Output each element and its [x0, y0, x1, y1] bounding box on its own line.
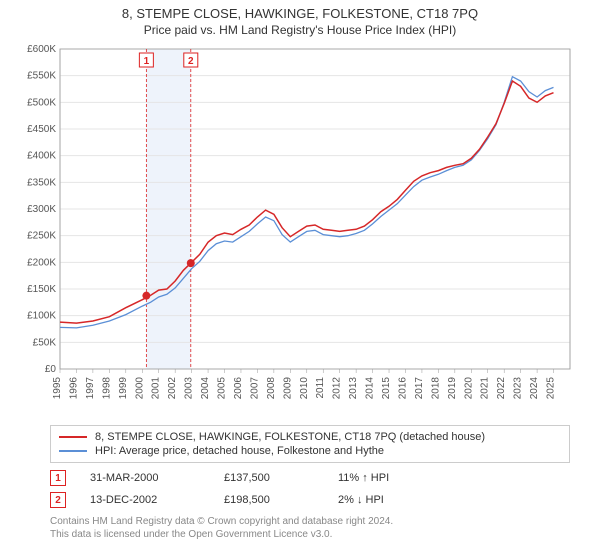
svg-text:2023: 2023 — [513, 377, 524, 400]
transaction-row: 1 31-MAR-2000 £137,500 11% ↑ HPI — [50, 467, 570, 489]
svg-text:2025: 2025 — [546, 377, 557, 400]
transaction-date: 31-MAR-2000 — [90, 472, 200, 484]
legend-label: 8, STEMPE CLOSE, HAWKINGE, FOLKESTONE, C… — [95, 431, 485, 443]
svg-text:2009: 2009 — [282, 377, 293, 400]
svg-text:1997: 1997 — [85, 377, 96, 400]
svg-text:2001: 2001 — [151, 377, 162, 400]
footnote: Contains HM Land Registry data © Crown c… — [50, 515, 570, 541]
transaction-pct: 11% ↑ HPI — [338, 472, 408, 484]
chart-area: £0 £50K £100K £150K £200K £250K £300K £350K £400… — [10, 39, 590, 419]
svg-text:£500K: £500K — [27, 97, 56, 108]
svg-text:2021: 2021 — [480, 377, 491, 400]
svg-text:2006: 2006 — [233, 377, 244, 400]
legend-item: 8, STEMPE CLOSE, HAWKINGE, FOLKESTONE, C… — [59, 430, 561, 444]
svg-text:2020: 2020 — [463, 377, 474, 400]
svg-text:£450K: £450K — [27, 124, 56, 135]
legend-label: HPI: Average price, detached house, Folk… — [95, 445, 384, 457]
svg-text:2007: 2007 — [249, 377, 260, 400]
svg-text:2005: 2005 — [217, 377, 228, 400]
svg-text:2012: 2012 — [332, 377, 343, 400]
transaction-price: £198,500 — [224, 494, 314, 506]
footnote-line: Contains HM Land Registry data © Crown c… — [50, 515, 570, 528]
legend: 8, STEMPE CLOSE, HAWKINGE, FOLKESTONE, C… — [50, 425, 570, 463]
svg-text:2016: 2016 — [397, 377, 408, 400]
svg-text:£50K: £50K — [33, 337, 57, 348]
legend-item: HPI: Average price, detached house, Folk… — [59, 444, 561, 458]
chart-container: 8, STEMPE CLOSE, HAWKINGE, FOLKESTONE, C… — [0, 0, 600, 541]
svg-text:2004: 2004 — [200, 377, 211, 400]
svg-text:2019: 2019 — [447, 377, 458, 400]
svg-text:£300K: £300K — [27, 204, 56, 215]
svg-text:2002: 2002 — [167, 377, 178, 400]
svg-text:£0: £0 — [45, 364, 57, 375]
svg-text:£400K: £400K — [27, 151, 56, 162]
transaction-price: £137,500 — [224, 472, 314, 484]
transaction-row: 2 13-DEC-2002 £198,500 2% ↓ HPI — [50, 489, 570, 511]
svg-text:2014: 2014 — [365, 377, 376, 400]
svg-text:1995: 1995 — [52, 377, 63, 400]
svg-text:£550K: £550K — [27, 71, 56, 82]
svg-text:£100K: £100K — [27, 311, 56, 322]
svg-text:1996: 1996 — [68, 377, 79, 400]
svg-text:£200K: £200K — [27, 257, 56, 268]
svg-text:2015: 2015 — [381, 377, 392, 400]
svg-text:£250K: £250K — [27, 231, 56, 242]
transaction-pct: 2% ↓ HPI — [338, 494, 408, 506]
title-block: 8, STEMPE CLOSE, HAWKINGE, FOLKESTONE, C… — [0, 0, 600, 39]
svg-text:1: 1 — [144, 56, 150, 67]
footnote-line: This data is licensed under the Open Gov… — [50, 528, 570, 541]
svg-text:2003: 2003 — [184, 377, 195, 400]
line-chart-svg: £0 £50K £100K £150K £200K £250K £300K £350K £400… — [10, 39, 590, 419]
svg-text:2010: 2010 — [299, 377, 310, 400]
transaction-date: 13-DEC-2002 — [90, 494, 200, 506]
svg-text:2013: 2013 — [348, 377, 359, 400]
svg-text:2022: 2022 — [496, 377, 507, 400]
svg-text:£150K: £150K — [27, 284, 56, 295]
transaction-marker: 2 — [50, 492, 66, 508]
svg-text:1998: 1998 — [101, 377, 112, 400]
svg-text:1999: 1999 — [118, 377, 129, 400]
transactions-table: 1 31-MAR-2000 £137,500 11% ↑ HPI 2 13-DE… — [50, 467, 570, 511]
svg-text:2000: 2000 — [134, 377, 145, 400]
chart-subtitle: Price paid vs. HM Land Registry's House … — [0, 23, 600, 37]
svg-text:£600K: £600K — [27, 44, 56, 55]
svg-text:£350K: £350K — [27, 177, 56, 188]
transaction-marker: 1 — [50, 470, 66, 486]
svg-text:2011: 2011 — [315, 377, 326, 399]
svg-text:2018: 2018 — [430, 377, 441, 400]
svg-text:2017: 2017 — [414, 377, 425, 400]
svg-text:2008: 2008 — [266, 377, 277, 400]
legend-swatch — [59, 436, 87, 438]
svg-text:2: 2 — [188, 56, 194, 67]
legend-swatch — [59, 450, 87, 452]
chart-title: 8, STEMPE CLOSE, HAWKINGE, FOLKESTONE, C… — [0, 6, 600, 21]
svg-text:2024: 2024 — [529, 377, 540, 400]
